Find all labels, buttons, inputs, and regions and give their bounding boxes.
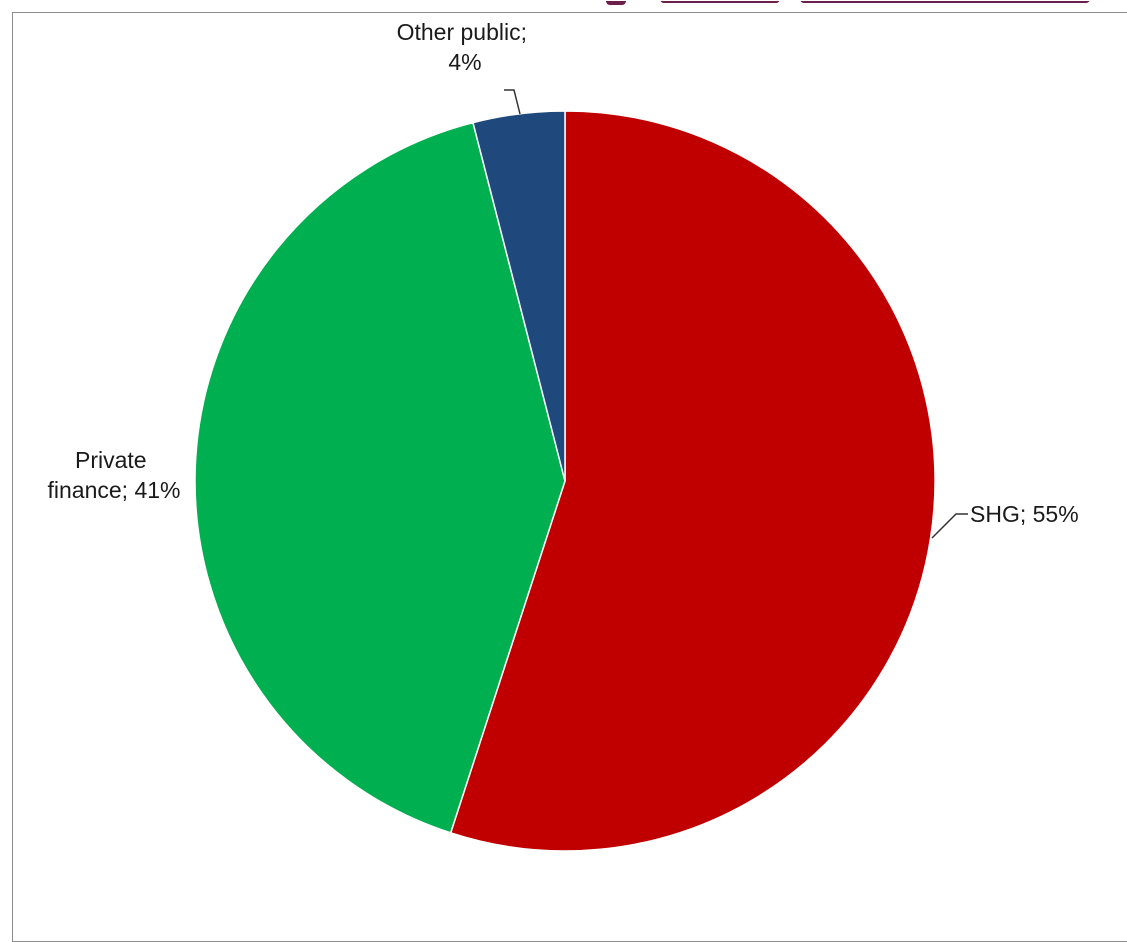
background-title-svg <box>606 0 1090 5</box>
data-label-private-finance-line-2: finance; 41% <box>48 477 181 503</box>
data-label-shg-line-1: SHG; 55% <box>970 501 1079 527</box>
leader-lines <box>504 89 968 539</box>
data-label-other-public-line-2: 4% <box>448 49 481 75</box>
pie-slices <box>194 110 936 852</box>
title-fragment-bar-3 <box>800 0 1090 3</box>
data-label-other-public: Other public; 4% <box>397 19 534 75</box>
pie-slice-other-public <box>472 110 566 482</box>
pie-slice-private-finance <box>194 121 566 834</box>
title-fragment-bar-2 <box>660 0 780 3</box>
data-label-private-finance-line-1: Private <box>75 447 147 473</box>
pie-slice-shg <box>449 110 936 852</box>
title-fragment-bar-1 <box>606 0 626 5</box>
background-title-fragment <box>0 0 1127 12</box>
leader-line-shg <box>931 513 968 539</box>
data-labels: SHG; 55% Private finance; 41% Other publ… <box>48 19 1079 527</box>
data-label-other-public-line-1: Other public; <box>397 19 527 45</box>
data-label-private-finance: Private finance; 41% <box>48 447 181 503</box>
data-label-shg: SHG; 55% <box>970 501 1079 527</box>
leader-line-other-public <box>504 89 521 115</box>
